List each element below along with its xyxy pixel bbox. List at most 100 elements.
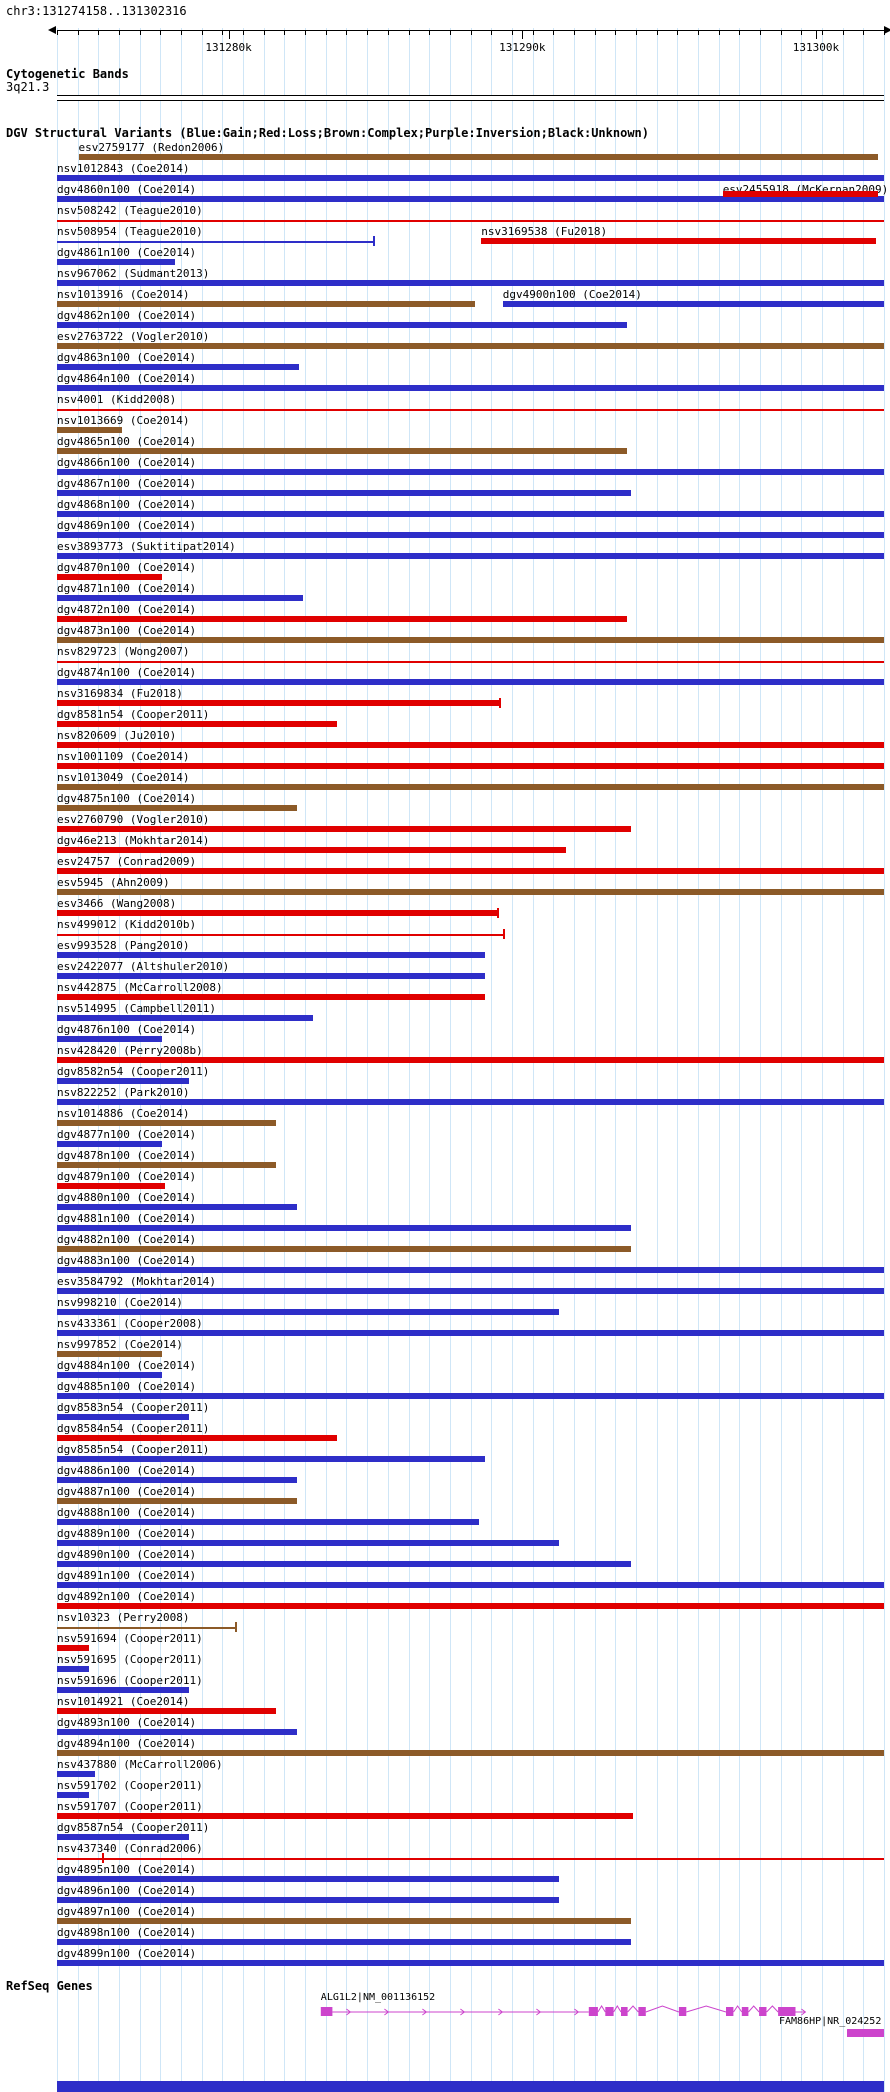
variant-label[interactable]: esv993528 (Pang2010) [57, 939, 190, 952]
variant-bar[interactable] [57, 805, 297, 811]
gene-exon[interactable] [621, 2007, 628, 2016]
variant-label[interactable]: dgv4870n100 (Coe2014) [57, 561, 197, 574]
variant-label[interactable]: esv2760790 (Vogler2010) [57, 813, 210, 826]
variant-bar[interactable] [57, 1183, 165, 1189]
variant-label[interactable]: dgv4892n100 (Coe2014) [57, 1590, 197, 1603]
variant-bar[interactable] [57, 1834, 190, 1840]
variant-bar[interactable] [57, 259, 176, 265]
variant-label[interactable]: esv3466 (Wang2008) [57, 897, 177, 910]
variant-label[interactable]: dgv4878n100 (Coe2014) [57, 1149, 197, 1162]
variant-bar[interactable] [57, 1456, 486, 1462]
variant-label[interactable]: nsv499012 (Kidd2010b) [57, 918, 197, 931]
variant-label[interactable]: dgv4890n100 (Coe2014) [57, 1548, 197, 1561]
variant-label[interactable]: esv2763722 (Vogler2010) [57, 330, 210, 343]
variant-label[interactable]: nsv4001 (Kidd2008) [57, 393, 177, 406]
variant-bar[interactable] [57, 1687, 190, 1693]
variant-label[interactable]: nsv1013916 (Coe2014) [57, 288, 190, 301]
variant-label[interactable]: dgv4889n100 (Coe2014) [57, 1527, 197, 1540]
variant-label[interactable]: nsv1013669 (Coe2014) [57, 414, 190, 427]
variant-label[interactable]: dgv4880n100 (Coe2014) [57, 1191, 197, 1204]
variant-label[interactable]: nsv967062 (Sudmant2013) [57, 267, 210, 280]
variant-label[interactable]: nsv1013049 (Coe2014) [57, 771, 190, 784]
variant-bar[interactable] [57, 1729, 297, 1735]
variant-bar[interactable] [57, 1330, 884, 1336]
variant-label[interactable]: dgv4875n100 (Coe2014) [57, 792, 197, 805]
variant-label[interactable]: dgv4871n100 (Coe2014) [57, 582, 197, 595]
variant-bar[interactable] [57, 1120, 277, 1126]
variant-bar[interactable] [57, 553, 884, 559]
variant-label[interactable]: dgv4894n100 (Coe2014) [57, 1737, 197, 1750]
variant-label[interactable]: dgv8584n54 (Cooper2011) [57, 1422, 210, 1435]
variant-bar[interactable] [57, 1960, 884, 1966]
variant-bar[interactable] [57, 1918, 631, 1924]
variant-bar[interactable] [57, 868, 884, 874]
variant-label[interactable]: nsv433361 (Cooper2008) [57, 1317, 203, 1330]
variant-label[interactable]: dgv4883n100 (Coe2014) [57, 1254, 197, 1267]
gene-exon[interactable] [588, 2007, 598, 2016]
variant-label[interactable]: nsv1014921 (Coe2014) [57, 1695, 190, 1708]
variant-label[interactable]: dgv4884n100 (Coe2014) [57, 1359, 197, 1372]
variant-label[interactable]: nsv508954 (Teague2010) [57, 225, 203, 238]
variant-bar[interactable] [57, 385, 884, 391]
variant-label[interactable]: nsv591695 (Cooper2011) [57, 1653, 203, 1666]
gene-model[interactable] [57, 2004, 884, 2020]
variant-label[interactable]: dgv4899n100 (Coe2014) [57, 1947, 197, 1960]
variant-bar[interactable] [57, 220, 884, 222]
variant-label[interactable]: dgv4863n100 (Coe2014) [57, 351, 197, 364]
variant-bar[interactable] [57, 1771, 95, 1777]
variant-bar[interactable] [57, 532, 884, 538]
variant-bar[interactable] [57, 1750, 884, 1756]
variant-bar[interactable] [57, 1897, 559, 1903]
variant-bar[interactable] [57, 469, 884, 475]
variant-bar[interactable] [57, 1792, 90, 1798]
variant-label[interactable]: nsv997852 (Coe2014) [57, 1338, 183, 1351]
variant-label[interactable]: dgv4868n100 (Coe2014) [57, 498, 197, 511]
variant-label[interactable]: esv2759177 (Redon2006) [78, 141, 225, 154]
variant-bar[interactable] [57, 343, 884, 349]
variant-bar[interactable] [57, 1435, 338, 1441]
variant-label[interactable]: dgv4887n100 (Coe2014) [57, 1485, 197, 1498]
variant-label[interactable]: dgv4876n100 (Coe2014) [57, 1023, 197, 1036]
variant-bar[interactable] [502, 301, 884, 307]
variant-label[interactable]: esv5945 (Ahn2009) [57, 876, 170, 889]
variant-label[interactable]: nsv437880 (McCarroll2006) [57, 1758, 223, 1771]
variant-label[interactable]: nsv1012843 (Coe2014) [57, 162, 190, 175]
variant-bar[interactable] [57, 1603, 884, 1609]
variant-bar[interactable] [57, 637, 884, 643]
variant-label[interactable]: nsv591707 (Cooper2011) [57, 1800, 203, 1813]
variant-bar[interactable] [57, 1666, 90, 1672]
variant-bar[interactable] [57, 280, 884, 286]
variant-label[interactable]: dgv46e213 (Mokhtar2014) [57, 834, 210, 847]
variant-label[interactable]: esv3893773 (Suktitipat2014) [57, 540, 236, 553]
variant-label[interactable]: nsv428420 (Perry2008b) [57, 1044, 203, 1057]
gene-label[interactable]: ALG1L2|NM_001136152 [320, 1992, 436, 2003]
variant-bar[interactable] [57, 661, 884, 663]
variant-label[interactable]: dgv4897n100 (Coe2014) [57, 1905, 197, 1918]
variant-label[interactable]: dgv4865n100 (Coe2014) [57, 435, 197, 448]
gene-exon[interactable] [678, 2007, 687, 2016]
variant-bar[interactable] [57, 1204, 297, 1210]
variant-bar[interactable] [57, 1225, 631, 1231]
variant-bar[interactable] [57, 322, 627, 328]
variant-label[interactable]: dgv4860n100 (Coe2014) [57, 183, 197, 196]
variant-label[interactable]: nsv1001109 (Coe2014) [57, 750, 190, 763]
variant-label[interactable]: nsv514995 (Campbell2011) [57, 1002, 216, 1015]
gene-exon[interactable] [320, 2007, 333, 2016]
variant-label[interactable]: nsv591702 (Cooper2011) [57, 1779, 203, 1792]
variant-bar[interactable] [57, 448, 627, 454]
variant-bar[interactable] [57, 742, 884, 748]
variant-label[interactable]: dgv4862n100 (Coe2014) [57, 309, 197, 322]
variant-bar[interactable] [57, 1477, 297, 1483]
variant-label[interactable]: nsv998210 (Coe2014) [57, 1296, 183, 1309]
variant-label[interactable]: nsv508242 (Teague2010) [57, 204, 203, 217]
variant-bar[interactable] [57, 616, 627, 622]
variant-bar[interactable] [57, 763, 884, 769]
variant-label[interactable]: esv2422077 (Altshuler2010) [57, 960, 230, 973]
variant-label[interactable]: dgv8581n54 (Cooper2011) [57, 708, 210, 721]
variant-bar[interactable] [57, 241, 376, 243]
variant-bar[interactable] [57, 1162, 277, 1168]
variant-bar[interactable] [78, 154, 879, 160]
variant-label[interactable]: dgv4891n100 (Coe2014) [57, 1569, 197, 1582]
variant-bar[interactable] [57, 1393, 884, 1399]
variant-bar[interactable] [57, 910, 499, 916]
